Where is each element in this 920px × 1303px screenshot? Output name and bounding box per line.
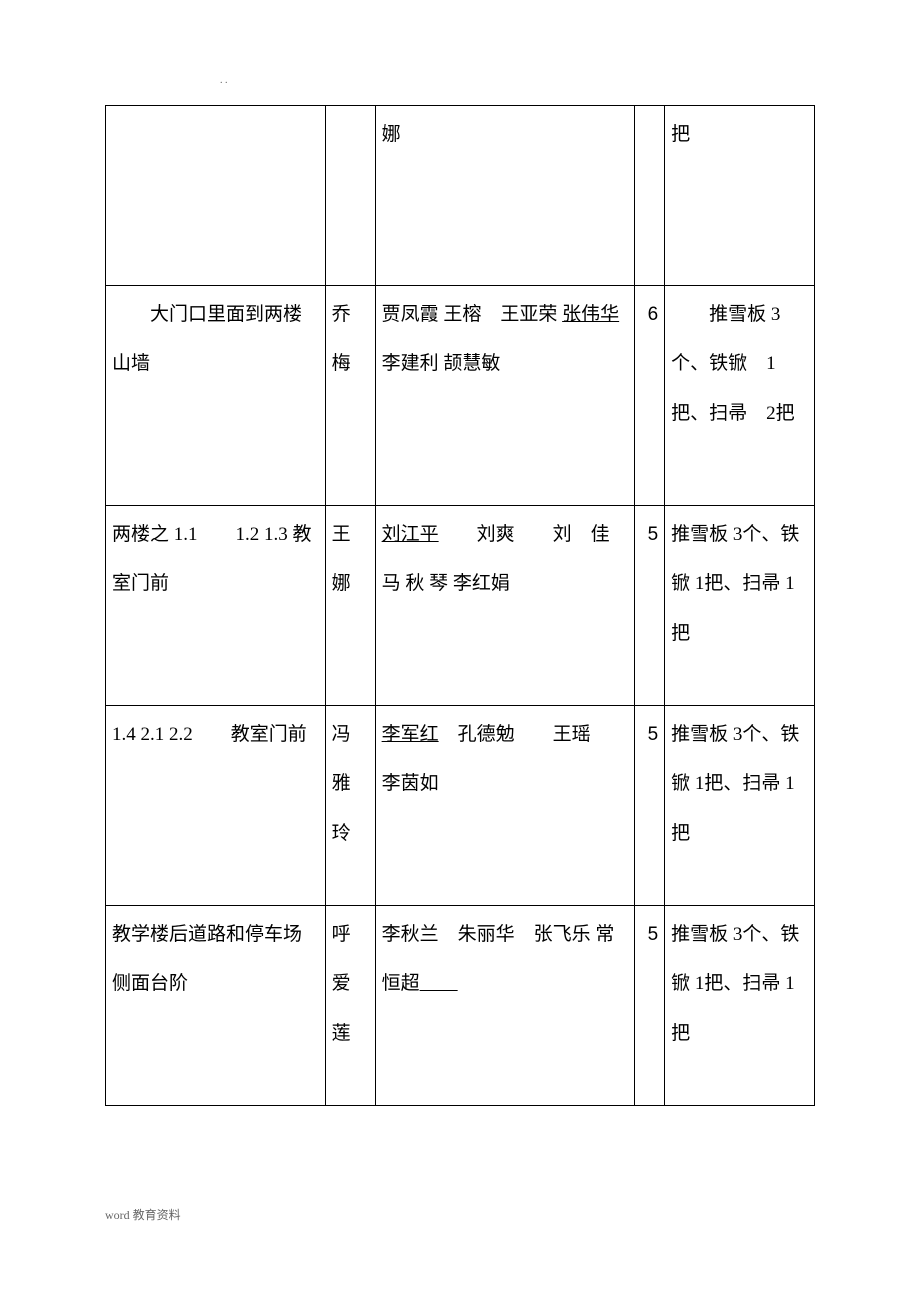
cell-members: 娜 [375,106,635,286]
page-header: . . [220,75,228,86]
count-text: 5 [641,910,658,959]
cell-tools: 推雪板 3个、铁锨 1把、扫帚 1把 [665,506,815,706]
assignment-table: 娜把大门口里面到两楼山墙乔梅贾凤霞 王榕 王亚荣 张伟华 李建利 颉慧敏6推雪板… [105,105,815,1106]
cell-count: 5 [635,506,665,706]
members-text: 刘江平 刘爽 刘 佳 马 秋 琴 李红娟 [382,510,629,609]
cell-leader: 王娜 [325,506,375,706]
cell-tools: 把 [665,106,815,286]
cell-area: 大门口里面到两楼山墙 [106,286,326,506]
table-row: 两楼之 1.1 1.2 1.3 教室门前王娜刘江平 刘爽 刘 佳 马 秋 琴 李… [106,506,815,706]
leader-text: 乔梅 [332,290,369,389]
leader-text: 冯雅玲 [332,710,369,858]
members-text: 李秋兰 朱丽华 张飞乐 常恒超 [382,910,629,1009]
leader-text: 呼爱莲 [332,910,369,1058]
cell-members: 刘江平 刘爽 刘 佳 马 秋 琴 李红娟 [375,506,635,706]
cell-count [635,106,665,286]
table-row: 大门口里面到两楼山墙乔梅贾凤霞 王榕 王亚荣 张伟华 李建利 颉慧敏6 推雪板 3… [106,286,815,506]
members-text: 娜 [382,110,629,159]
cell-count: 5 [635,906,665,1106]
count-text: 5 [641,710,658,759]
table-row: 教学楼后道路和停车场侧面台阶呼爱莲李秋兰 朱丽华 张飞乐 常恒超 5 推雪板 3个… [106,906,815,1106]
leader-text: 王娜 [332,510,369,609]
cell-leader [325,106,375,286]
page-footer: word 教育资料 [105,1206,181,1223]
cell-area: 教学楼后道路和停车场侧面台阶 [106,906,326,1106]
tools-text: 推雪板 3个、铁锨 1把、扫帚 1把 [671,710,808,858]
cell-tools: 推雪板 3个、铁锨 1把、扫帚 1把 [665,906,815,1106]
cell-count: 6 [635,286,665,506]
members-text: 李军红 孔德勉 王瑶 李茵如 [382,710,629,809]
area-text: 教学楼后道路和停车场侧面台阶 [112,910,319,1009]
cell-leader: 冯雅玲 [325,706,375,906]
members-text: 贾凤霞 王榕 王亚荣 张伟华 李建利 颉慧敏 [382,290,629,389]
cell-members: 李秋兰 朱丽华 张飞乐 常恒超 [375,906,635,1106]
area-text: 大门口里面到两楼山墙 [112,290,319,389]
count-text: 5 [641,510,658,559]
cell-members: 李军红 孔德勉 王瑶 李茵如 [375,706,635,906]
tools-text: 推雪板 3个、铁锨 1把、扫帚 1把 [671,910,808,1058]
cell-tools: 推雪板 3个、铁锨 1把、扫帚 2把 [665,286,815,506]
cell-area: 1.4 2.1 2.2 教室门前 [106,706,326,906]
area-text: 两楼之 1.1 1.2 1.3 教室门前 [112,510,319,609]
cell-area [106,106,326,286]
cell-members: 贾凤霞 王榕 王亚荣 张伟华 李建利 颉慧敏 [375,286,635,506]
tools-text: 把 [671,110,808,159]
tools-text: 推雪板 3个、铁锨 1把、扫帚 2把 [671,290,808,438]
table-row: 娜把 [106,106,815,286]
table-row: 1.4 2.1 2.2 教室门前冯雅玲李军红 孔德勉 王瑶 李茵如5 推雪板 3个… [106,706,815,906]
count-text: 6 [641,290,658,339]
header-text: . . [220,75,228,86]
cell-leader: 乔梅 [325,286,375,506]
cell-leader: 呼爱莲 [325,906,375,1106]
cell-count: 5 [635,706,665,906]
table-container: 娜把大门口里面到两楼山墙乔梅贾凤霞 王榕 王亚荣 张伟华 李建利 颉慧敏6推雪板… [105,105,815,1106]
area-text: 1.4 2.1 2.2 教室门前 [112,710,319,759]
footer-text: word 教育资料 [105,1208,181,1222]
tools-text: 推雪板 3个、铁锨 1把、扫帚 1把 [671,510,808,658]
cell-tools: 推雪板 3个、铁锨 1把、扫帚 1把 [665,706,815,906]
cell-area: 两楼之 1.1 1.2 1.3 教室门前 [106,506,326,706]
